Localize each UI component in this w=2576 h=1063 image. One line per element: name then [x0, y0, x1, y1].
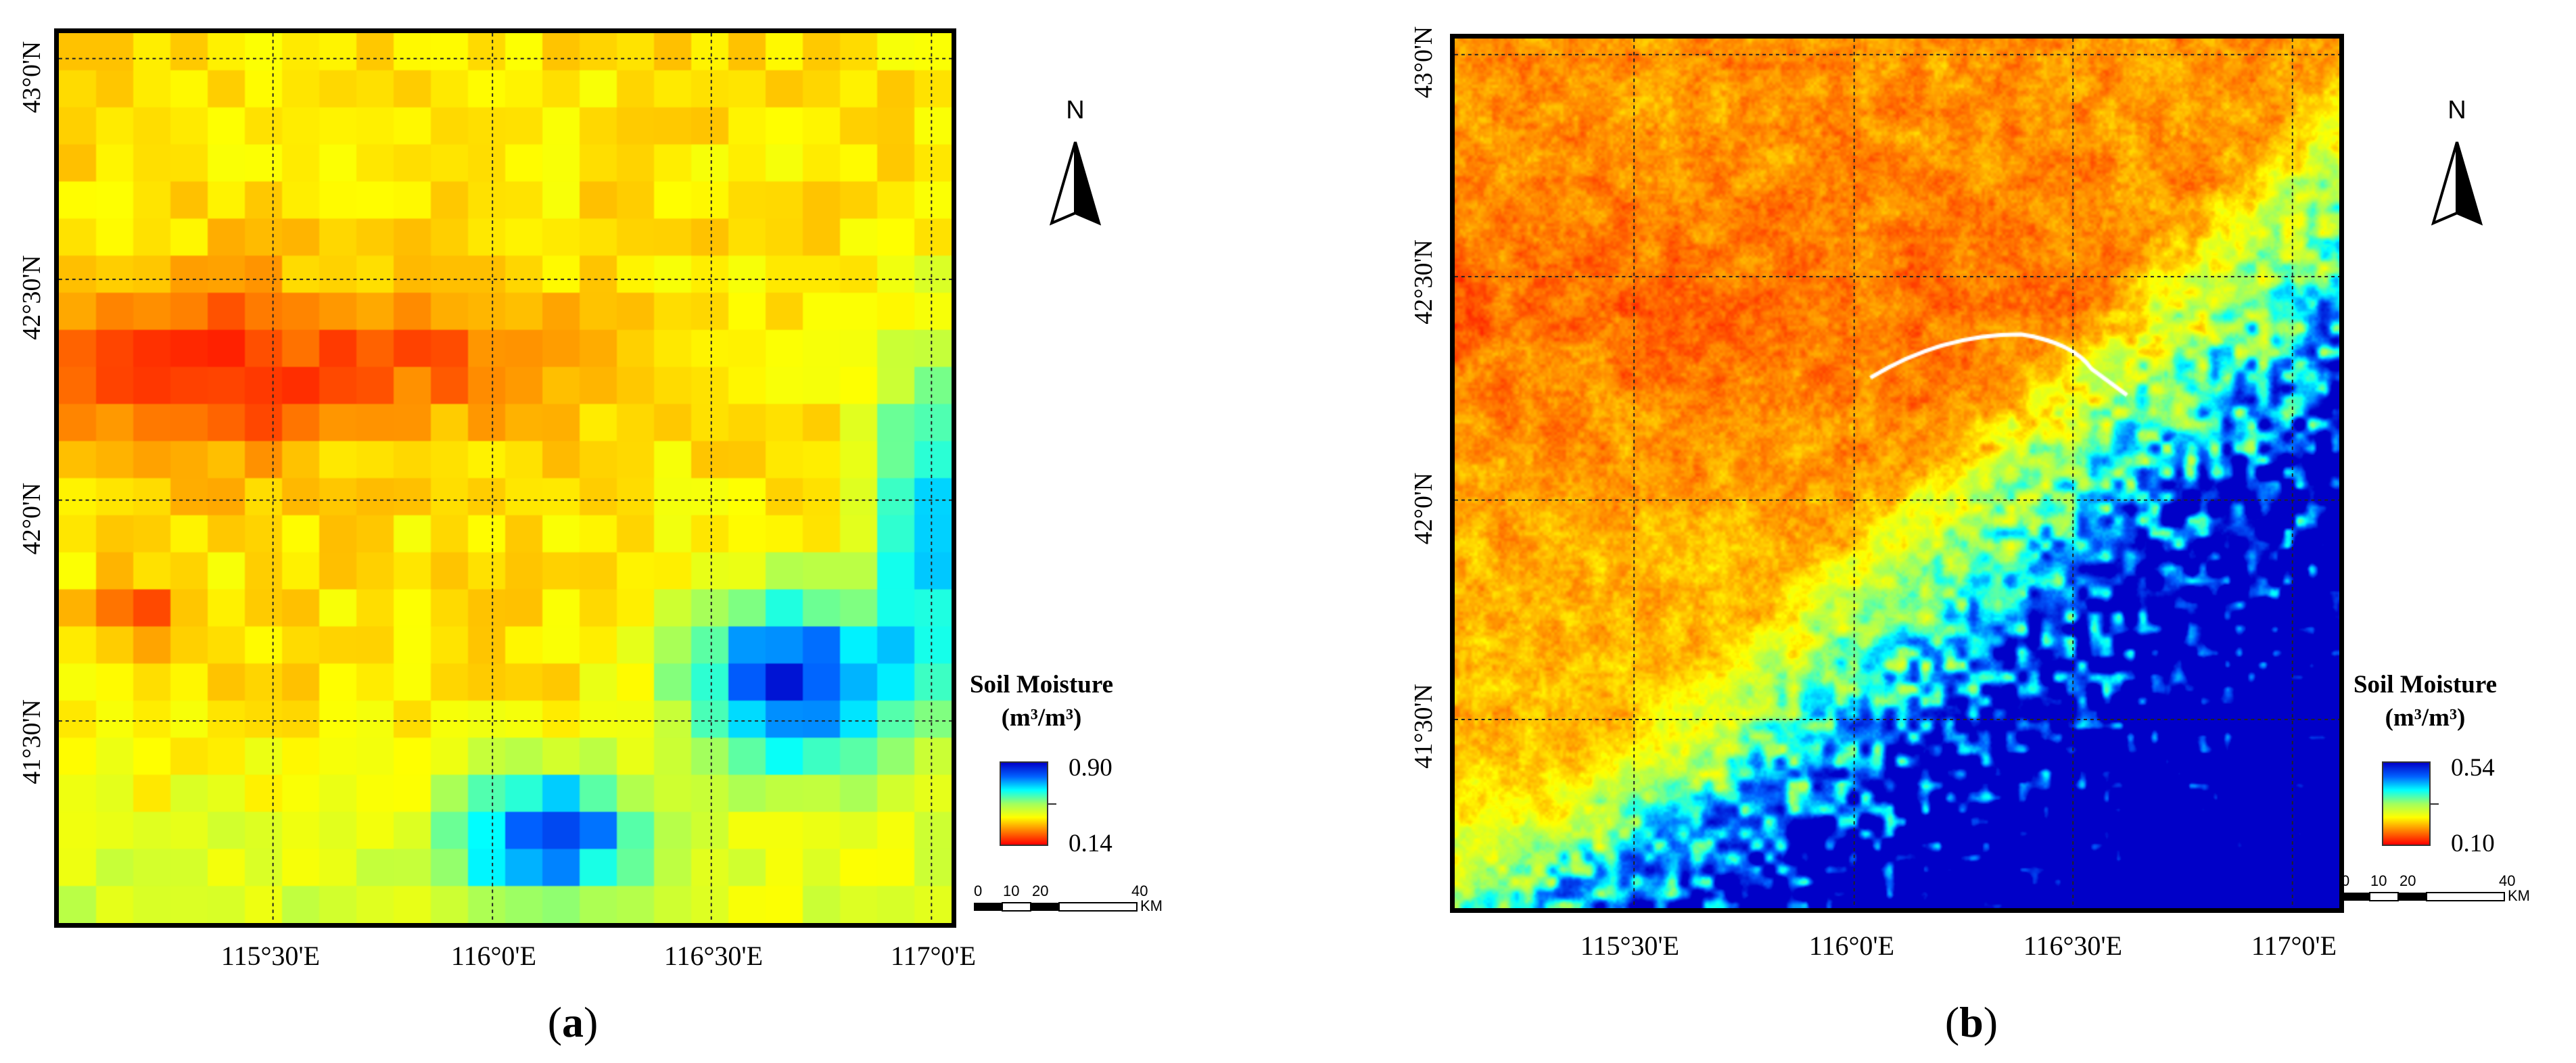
legend-color-bar	[1000, 761, 1048, 846]
lat-label-42: 42°0'N	[1409, 472, 1438, 545]
legend-color-bar	[2382, 761, 2431, 846]
lat-label-42: 42°0'N	[18, 482, 46, 555]
lat-label-41-30: 41°30'N	[18, 699, 46, 784]
lat-label-43: 43°0'N	[1409, 26, 1438, 99]
scale-label-10: 10	[2370, 872, 2387, 889]
panel-b: 43°0'N 42°30'N 42°0'N 41°30'N 115°30'E 1…	[1386, 0, 2576, 1063]
panel-caption-a: (a)	[547, 998, 599, 1046]
lon-label-117: 117°0'E	[2251, 930, 2337, 961]
north-arrow-icon	[2431, 141, 2483, 226]
soil-moisture-raster-b	[1455, 39, 2339, 908]
panel-a: 43°0'N 42°30'N 42°0'N 41°30'N 115°30'E 1…	[18, 28, 1175, 1046]
graticule-b	[1455, 39, 2339, 908]
scale-label-40: 40	[2499, 872, 2516, 889]
scale-label-20: 20	[2399, 872, 2416, 889]
legend-max-value: 0.54	[2451, 754, 2495, 782]
lon-label-117: 117°0'E	[890, 941, 977, 971]
soil-moisture-map-a	[54, 28, 956, 928]
lat-label-43: 43°0'N	[18, 41, 46, 114]
graticule-a	[59, 33, 952, 923]
legend-unit: (m³/m³)	[1001, 704, 1082, 732]
north-label: N	[2448, 96, 2466, 124]
lon-label-116: 116°0'E	[450, 941, 537, 971]
north-label: N	[1066, 96, 1085, 124]
scale-label-0: 0	[2341, 872, 2350, 889]
legend-min-value: 0.10	[2451, 830, 2495, 857]
legend-tick	[2431, 803, 2439, 805]
lon-label-116-30: 116°30'E	[663, 941, 764, 971]
scale-unit: KM	[1140, 897, 1163, 914]
legend-title: Soil Moisture	[2353, 671, 2498, 699]
soil-moisture-raster-a	[59, 33, 952, 923]
legend-min-value: 0.14	[1069, 830, 1113, 857]
scale-label-20: 20	[1032, 882, 1049, 899]
scale-bar: 0 10 20 40 KM	[973, 882, 1175, 923]
lat-label-41-30: 41°30'N	[1409, 684, 1438, 769]
scale-label-0: 0	[974, 882, 983, 899]
legend-tick	[1048, 803, 1056, 805]
legend-unit: (m³/m³)	[2385, 704, 2466, 732]
scale-bar: 0 10 20 40 KM	[2340, 872, 2543, 913]
lon-label-115-30: 115°30'E	[1580, 930, 1680, 961]
scale-unit: KM	[2508, 887, 2530, 904]
lat-label-42-30: 42°30'N	[1409, 239, 1438, 325]
lon-label-115-30: 115°30'E	[220, 941, 321, 971]
lat-label-42-30: 42°30'N	[18, 255, 46, 340]
north-arrow-icon	[1049, 141, 1102, 226]
scale-label-40: 40	[1131, 882, 1148, 899]
scale-label-10: 10	[1003, 882, 1020, 899]
panel-caption-b: (b)	[1944, 998, 1998, 1046]
lon-label-116: 116°0'E	[1808, 930, 1895, 961]
lon-label-116-30: 116°30'E	[2023, 930, 2123, 961]
soil-moisture-map-b	[1450, 34, 2344, 913]
legend-max-value: 0.90	[1069, 754, 1113, 782]
legend-title: Soil Moisture	[969, 671, 1114, 699]
